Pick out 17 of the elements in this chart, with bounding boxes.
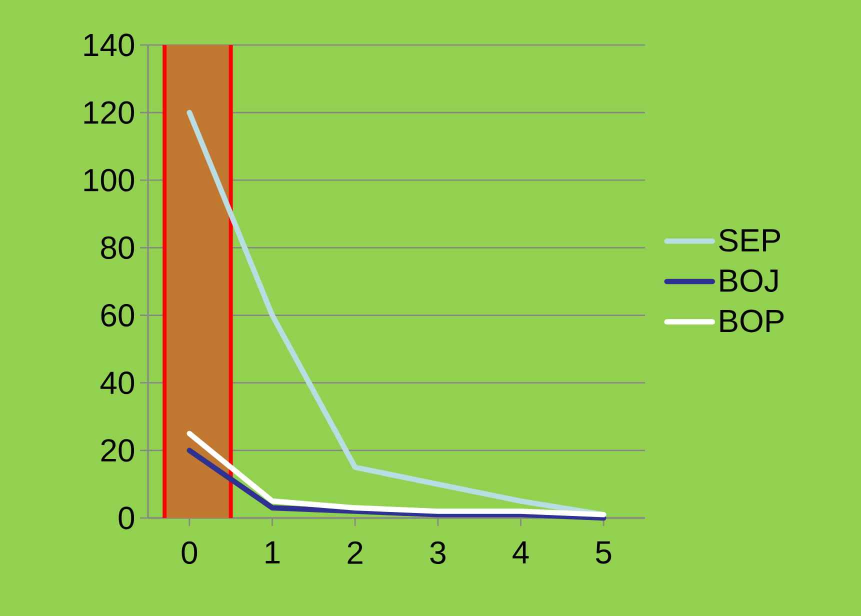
legend-label: BOJ bbox=[720, 269, 778, 292]
y-tick-label: 60 bbox=[101, 304, 134, 327]
y-tick-label: 20 bbox=[101, 439, 134, 462]
legend-label: BOP bbox=[720, 310, 784, 332]
y-tick-label: 40 bbox=[100, 372, 134, 394]
x-tick-label: 1 bbox=[266, 541, 280, 564]
y-tick-label: 140 bbox=[84, 34, 134, 56]
legend-label: SEP bbox=[719, 228, 780, 252]
y-tick-label: 80 bbox=[101, 236, 134, 260]
x-tick-label: 0 bbox=[182, 541, 198, 564]
x-tick-label: 5 bbox=[596, 541, 612, 564]
x-tick-label: 4 bbox=[512, 541, 529, 564]
y-tick-label: 120 bbox=[84, 101, 134, 124]
y-tick-label: 0 bbox=[118, 506, 134, 530]
x-tick-label: 3 bbox=[430, 541, 446, 564]
y-tick-label: 100 bbox=[84, 168, 134, 192]
x-tick-label: 2 bbox=[348, 541, 362, 564]
